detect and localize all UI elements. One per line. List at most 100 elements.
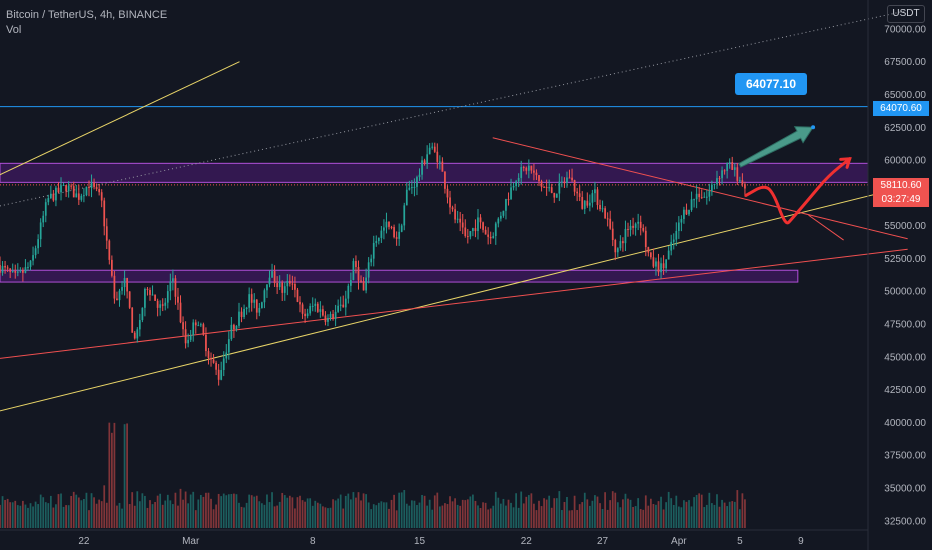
volume-bar [446, 504, 449, 528]
volume-bar [349, 499, 352, 528]
currency-unit-button[interactable]: USDT [887, 5, 925, 23]
candle-body [683, 209, 685, 219]
volume-bar [123, 424, 126, 528]
candle-body [543, 186, 545, 188]
candle-body [411, 187, 413, 189]
volume-bar [688, 500, 690, 528]
volume-bar [698, 493, 701, 528]
volume-bar [466, 499, 469, 528]
volume-bar [538, 500, 540, 528]
candle-body [583, 200, 586, 209]
candle-body [677, 222, 680, 231]
volume-bar [403, 490, 406, 528]
candle-body [271, 271, 273, 278]
volume-bar [266, 494, 268, 528]
candle-body [517, 177, 520, 182]
candle-body [83, 195, 85, 197]
candle-body [484, 229, 487, 235]
candle-body [367, 262, 370, 278]
candle-body [238, 311, 240, 326]
candle-body [665, 259, 667, 269]
candle-body [393, 227, 395, 238]
candle-body [377, 237, 380, 242]
candle-body [459, 218, 462, 223]
volume-bar [581, 502, 584, 528]
candle-body [42, 215, 45, 223]
candle-body [520, 167, 523, 178]
volume-bar [428, 499, 431, 528]
volume-bar [690, 506, 693, 528]
candle-body [248, 294, 251, 308]
volume-bar [494, 491, 497, 528]
candle-body [413, 186, 416, 188]
volume-bar [672, 504, 675, 528]
volume-bar [70, 495, 73, 528]
y-tick-label: 35000.00 [884, 484, 926, 495]
y-tick-label: 47500.00 [884, 320, 926, 331]
volume-bar [472, 494, 474, 528]
target-anchor-dot [811, 125, 816, 130]
volume-bar [210, 498, 212, 528]
volume-bar [632, 507, 634, 528]
candle-body [70, 185, 73, 187]
candle-body [217, 369, 220, 380]
candle-body [88, 186, 90, 189]
candle-body [100, 192, 103, 201]
candle-body [233, 324, 235, 330]
volume-bar [423, 495, 426, 528]
candle-body [698, 193, 701, 198]
volume-bar [721, 499, 723, 528]
x-tick-label: 27 [597, 536, 609, 547]
candle-body [731, 162, 734, 170]
volume-bar [283, 495, 286, 528]
volume-bar [578, 504, 581, 528]
candle-body [555, 193, 558, 198]
candle-body [474, 228, 477, 232]
y-tick-label: 40000.00 [884, 418, 926, 429]
candle-body [385, 221, 388, 228]
candle-body [723, 170, 726, 172]
volume-bar [591, 500, 594, 528]
volume-bar [179, 488, 182, 528]
volume-bar [711, 503, 713, 528]
candle-body [431, 146, 434, 148]
y-tick-label: 37500.00 [884, 451, 926, 462]
candle-body [647, 247, 650, 253]
y-tick-label: 60000.00 [884, 156, 926, 167]
volume-bar [558, 491, 561, 528]
candle-body [294, 283, 296, 290]
candle-body [27, 266, 29, 268]
volume-bar [174, 492, 177, 528]
trendline [0, 248, 908, 359]
candle-body [388, 221, 390, 227]
candle-body [423, 160, 426, 164]
candle-body [39, 222, 42, 240]
volume-bar [385, 502, 388, 528]
candle-body [273, 271, 276, 284]
volume-bar [515, 493, 517, 528]
volume-bar [255, 495, 258, 528]
candle-body [456, 218, 459, 220]
volume-bar [286, 497, 289, 528]
candle-body [436, 151, 439, 162]
volume-bar [573, 495, 576, 528]
candle-body [545, 187, 548, 189]
trendline [492, 137, 908, 240]
volume-bar [436, 492, 439, 528]
volume-bar [561, 510, 563, 528]
volume-bar [332, 499, 334, 528]
candle-body [128, 291, 131, 308]
volume-bar [110, 432, 113, 528]
volume-bar [296, 497, 299, 528]
volume-bar [444, 503, 446, 528]
candle-body [110, 259, 113, 276]
volume-bar [47, 503, 50, 528]
volume-bars [0, 422, 746, 528]
candle-body [258, 307, 261, 313]
candle-body [741, 180, 744, 185]
volume-bar [744, 499, 746, 528]
candle-body [220, 370, 223, 380]
candle-body [721, 170, 723, 179]
volume-bar [1, 496, 4, 528]
candle-body [571, 177, 573, 181]
